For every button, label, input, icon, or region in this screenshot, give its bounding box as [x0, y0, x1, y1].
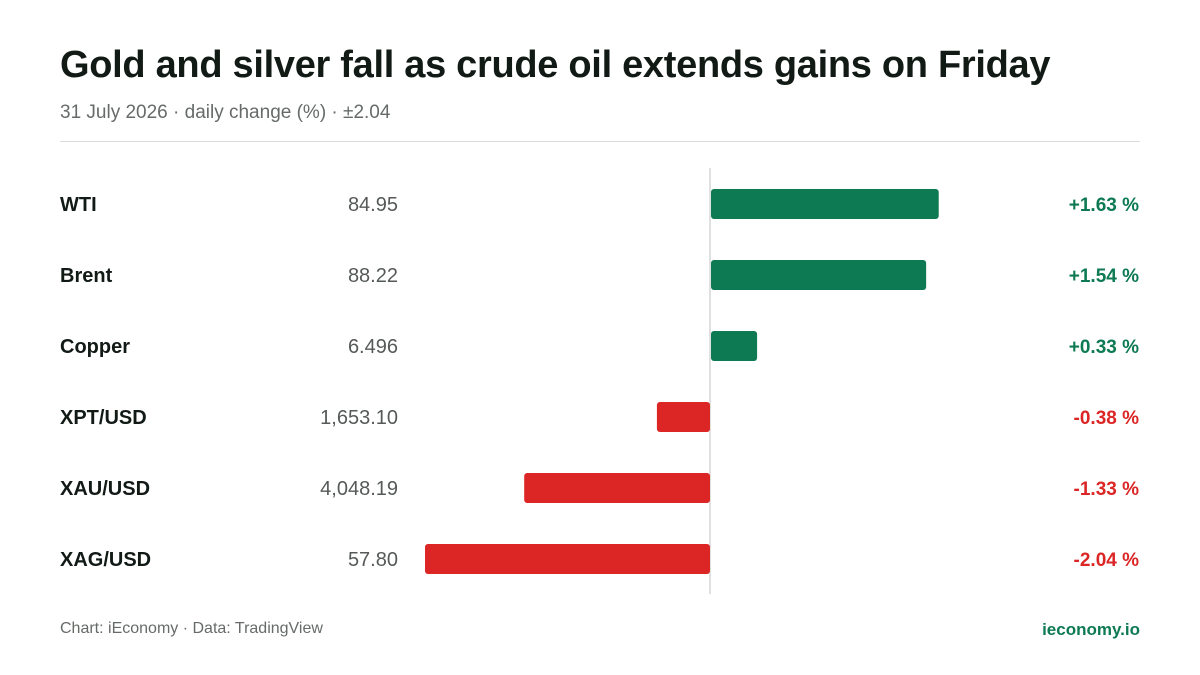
change-label: +1.63 %	[1069, 195, 1139, 216]
category-label: Copper	[60, 336, 130, 358]
category-label: XAG/USD	[60, 549, 151, 571]
price-label: 6.496	[348, 336, 398, 358]
category-label: XPT/USD	[60, 407, 147, 429]
bar	[656, 402, 710, 432]
chart-title: Gold and silver fall as crude oil extend…	[60, 44, 1051, 86]
price-label: 57.80	[348, 549, 398, 571]
source-credit: Chart: iEconomy · Data: TradingView	[60, 620, 323, 637]
change-label: -2.04 %	[1074, 550, 1140, 571]
bar	[711, 189, 939, 219]
change-label: +1.54 %	[1069, 266, 1139, 287]
category-label: Brent	[60, 265, 113, 287]
category-label: XAU/USD	[60, 478, 150, 500]
change-label: +0.33 %	[1069, 337, 1139, 358]
header-divider	[60, 141, 1140, 142]
category-label: WTI	[60, 194, 97, 216]
change-label: -0.38 %	[1074, 408, 1140, 429]
price-label: 88.22	[348, 265, 398, 287]
price-label: 1,653.10	[320, 407, 398, 429]
bar	[524, 473, 710, 503]
change-label: -1.33 %	[1074, 479, 1140, 500]
bar	[425, 544, 710, 574]
price-label: 84.95	[348, 194, 398, 216]
bar	[711, 331, 758, 361]
bar	[711, 260, 927, 290]
price-label: 4,048.19	[320, 478, 398, 500]
brand-link[interactable]: ieconomy.io	[1042, 620, 1140, 639]
chart-subtitle: 31 July 2026 · daily change (%) · ±2.04	[60, 102, 391, 123]
